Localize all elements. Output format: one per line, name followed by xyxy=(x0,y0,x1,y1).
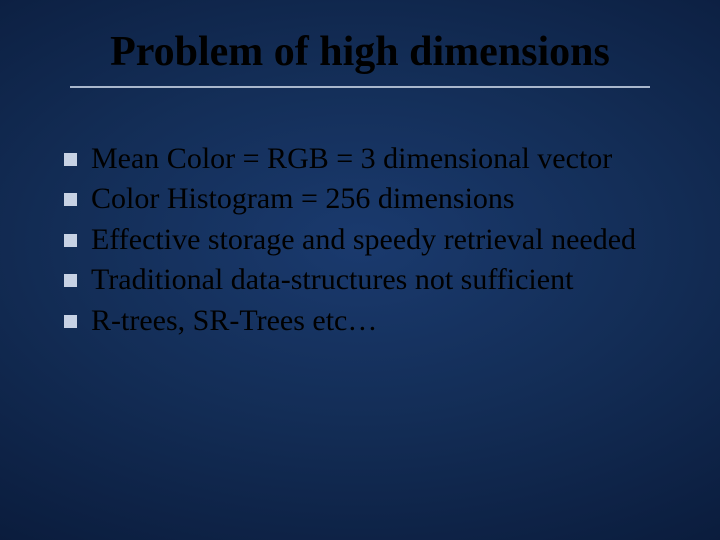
bullet-list: Mean Color = RGB = 3 dimensional vector … xyxy=(50,140,670,340)
slide-title: Problem of high dimensions xyxy=(80,28,640,86)
list-item: Traditional data-structures not sufficie… xyxy=(64,261,670,299)
bullet-text: Effective storage and speedy retrieval n… xyxy=(91,221,670,259)
bullet-text: Color Histogram = 256 dimensions xyxy=(91,180,670,218)
title-underline xyxy=(70,86,650,88)
list-item: Mean Color = RGB = 3 dimensional vector xyxy=(64,140,670,178)
slide: Problem of high dimensions Mean Color = … xyxy=(0,0,720,540)
square-bullet-icon xyxy=(64,274,77,287)
square-bullet-icon xyxy=(64,234,77,247)
square-bullet-icon xyxy=(64,193,77,206)
bullet-text: Mean Color = RGB = 3 dimensional vector xyxy=(91,140,670,178)
list-item: Effective storage and speedy retrieval n… xyxy=(64,221,670,259)
bullet-text: Traditional data-structures not sufficie… xyxy=(91,261,670,299)
square-bullet-icon xyxy=(64,153,77,166)
list-item: R-trees, SR-Trees etc… xyxy=(64,302,670,340)
square-bullet-icon xyxy=(64,315,77,328)
bullet-text: R-trees, SR-Trees etc… xyxy=(91,302,670,340)
list-item: Color Histogram = 256 dimensions xyxy=(64,180,670,218)
